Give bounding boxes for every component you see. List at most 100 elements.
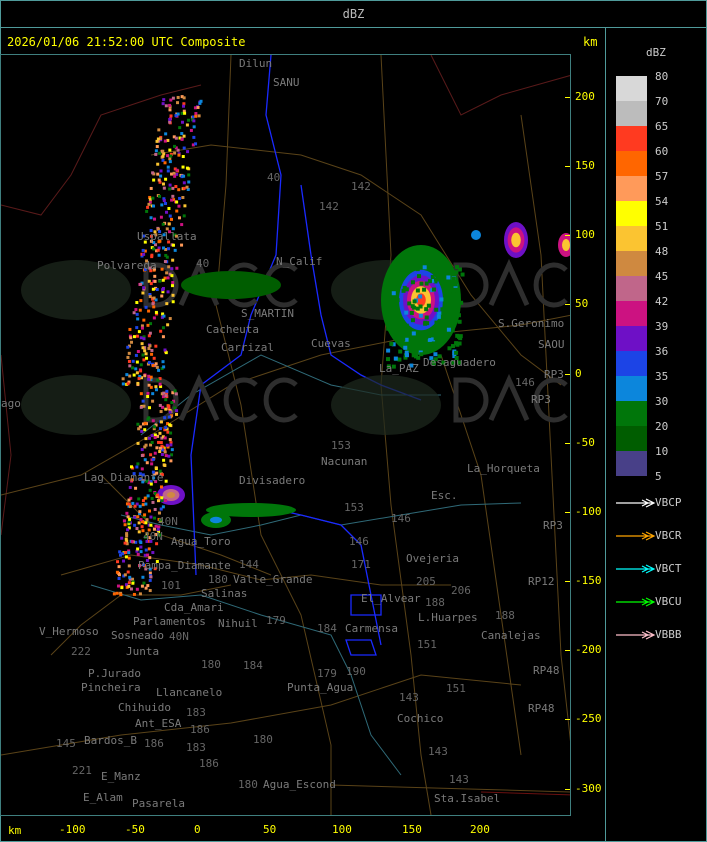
echo-pixel	[145, 259, 149, 263]
y-axis-unit: km	[583, 35, 598, 49]
echo-pixel	[422, 287, 427, 292]
echo-pixel	[140, 448, 144, 452]
echo-pixel	[161, 222, 165, 226]
echo-pixel	[130, 340, 134, 344]
echo-pixel	[151, 551, 155, 555]
header-title: dBZ	[342, 7, 365, 21]
echo-pixel	[451, 292, 456, 297]
legend-value: 30	[655, 395, 669, 408]
echo-pixel	[171, 293, 175, 297]
echo-pixel	[451, 276, 456, 281]
echo-pixel	[163, 450, 167, 454]
echo-pixel	[139, 299, 143, 303]
legend-swatch	[616, 226, 647, 251]
echo-pixel	[180, 132, 184, 136]
echo-pixel	[160, 315, 164, 319]
place-label: S_MARTIN	[241, 307, 294, 320]
y-tick-mark	[565, 719, 570, 720]
echo-pixel	[446, 324, 451, 329]
legend-panel: dBZ 80 70 65 60 57 54 51 48 45 42 39 36 35 30 20 10 5 VBC…	[605, 28, 707, 842]
echo-pixel	[164, 479, 168, 483]
echo-pixel	[194, 112, 198, 116]
echo-pixel	[412, 305, 417, 310]
echo-pixel	[144, 352, 148, 356]
echo-pixel	[157, 246, 161, 250]
echo-pixel	[138, 564, 142, 568]
echo-pixel	[150, 348, 154, 352]
echo-pixel	[397, 357, 402, 362]
radar-map[interactable]: Dilun SANU Uspallata Polvareda N_Calif S_MART…	[0, 54, 571, 816]
echo-pixel	[148, 589, 152, 593]
echo-pixel	[162, 152, 166, 156]
echo-pixel	[146, 417, 150, 421]
echo-pixel	[157, 128, 161, 132]
echo-pixel	[160, 366, 164, 370]
echo-pixel	[136, 422, 140, 426]
echo-pixel	[159, 384, 163, 388]
echo-pixel	[145, 209, 149, 213]
echo-pixel	[454, 350, 459, 355]
echo-pixel	[153, 267, 157, 271]
echo-pixel	[169, 98, 173, 102]
echo-pixel	[159, 174, 163, 178]
echo-pixel	[418, 294, 423, 299]
echo-pixel	[458, 336, 463, 341]
echo-pixel	[170, 401, 174, 405]
echo-pixel	[154, 466, 158, 470]
echo-pixel	[173, 144, 177, 148]
echo-pixel	[436, 314, 441, 319]
echo-pixel	[131, 581, 135, 585]
echo-pixel	[159, 410, 163, 414]
radar-echoes	[112, 95, 570, 597]
echo-pixel	[178, 126, 182, 130]
echo-pixel	[160, 452, 164, 456]
echo-pixel	[169, 441, 173, 445]
echo-pixel	[148, 197, 152, 201]
echo-pixel	[150, 434, 154, 438]
echo-pixel	[169, 443, 173, 447]
echo-pixel	[403, 345, 408, 350]
echo-pixel	[171, 281, 175, 285]
echo-pixel	[157, 178, 161, 182]
echo-pixel	[139, 550, 143, 554]
echo-pixel	[439, 297, 444, 302]
echo-pixel	[121, 382, 125, 386]
legend-value: 51	[655, 220, 669, 233]
echo-pixel	[152, 247, 156, 251]
echo-pixel	[163, 139, 167, 143]
echo-pixel	[145, 356, 149, 360]
echo-pixel	[457, 341, 462, 346]
echo-pixel	[123, 523, 127, 527]
echo-pixel	[180, 175, 184, 179]
place-label: Junta	[126, 645, 160, 658]
echo-pixel	[163, 448, 167, 452]
legend-swatch	[616, 426, 647, 451]
echo-pixel	[148, 200, 152, 204]
echo-pixel	[163, 463, 167, 467]
echo-pixel	[153, 516, 157, 520]
legend-swatch	[616, 76, 647, 101]
echo-pixel	[395, 298, 400, 303]
echo-pixel	[155, 560, 159, 564]
x-tick-label: 200	[470, 823, 490, 836]
echo-cell	[511, 232, 521, 248]
route-number: 171	[351, 558, 371, 571]
echo-pixel	[134, 367, 138, 371]
echo-pixel	[162, 458, 166, 462]
echo-pixel	[182, 214, 186, 218]
echo-pixel	[424, 315, 429, 320]
echo-pixel	[167, 206, 171, 210]
echo-pixel	[167, 404, 171, 408]
legend-value: 48	[655, 245, 669, 258]
echo-pixel	[127, 359, 131, 363]
echo-pixel	[187, 180, 191, 184]
echo-pixel	[409, 265, 414, 270]
echo-pixel	[147, 309, 151, 313]
y-tick-label: -200	[575, 643, 602, 656]
legend-swatch	[616, 151, 647, 176]
x-tick-label: 100	[332, 823, 352, 836]
echo-pixel	[135, 334, 139, 338]
echo-pixel	[180, 120, 184, 124]
echo-pixel	[145, 532, 149, 536]
echo-pixel	[154, 286, 158, 290]
